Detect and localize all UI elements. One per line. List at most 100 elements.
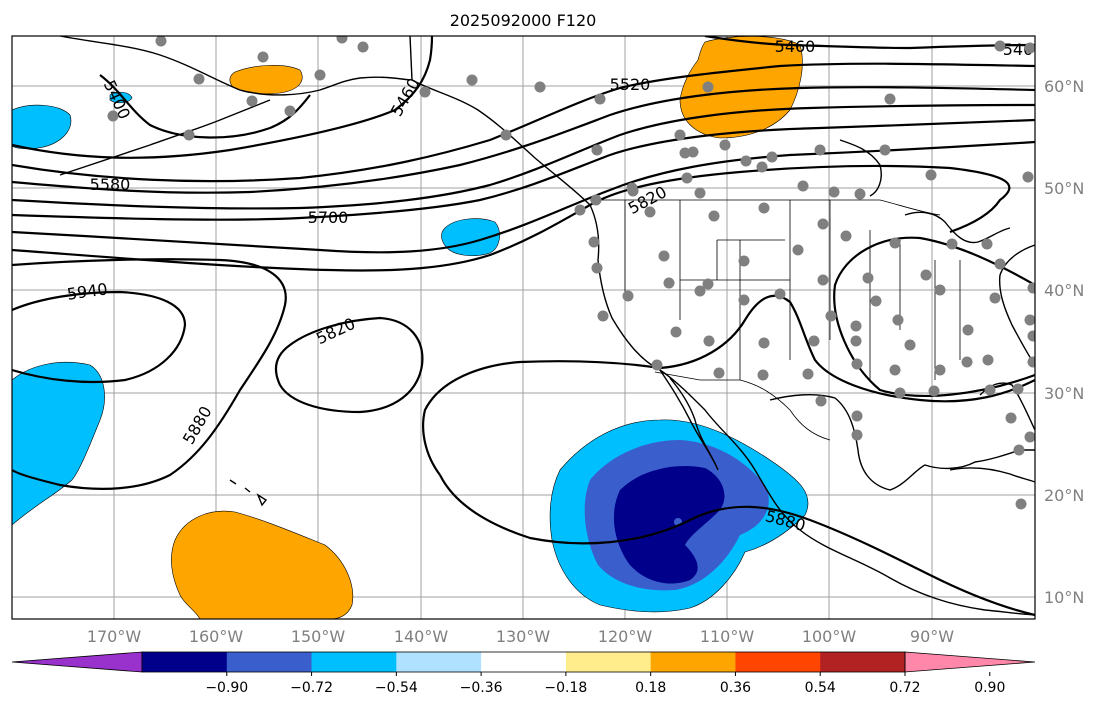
station-marker (702, 81, 714, 93)
coast-gulf-mexico (769, 394, 1035, 491)
station-marker (758, 202, 770, 214)
station-marker (757, 369, 769, 381)
fill-negative-strong-epac (613, 466, 725, 584)
station-marker (962, 324, 974, 336)
contour-5700 (12, 118, 1035, 221)
station-marker (466, 74, 478, 86)
station-marker (155, 36, 167, 47)
lon-label: 100°W (802, 627, 857, 646)
station-marker (766, 151, 778, 163)
station-marker (1027, 282, 1035, 294)
station-marker (314, 69, 326, 81)
lon-label: 120°W (598, 627, 653, 646)
coast-east-us (998, 244, 1035, 366)
station-marker (663, 277, 675, 289)
station-marker (651, 359, 663, 371)
lat-label: 30°N (1044, 384, 1084, 403)
lat-label: 60°N (1044, 77, 1084, 96)
station-marker (708, 210, 720, 222)
contour-label: 5460 (775, 37, 816, 56)
station-marker (862, 272, 874, 284)
station-marker (679, 147, 691, 159)
colorbar-tick-label: 0.18 (635, 680, 666, 696)
station-marker (854, 188, 866, 200)
station-marker (590, 194, 602, 206)
lon-label: 170°W (87, 627, 142, 646)
colorbar-tick-label: −0.36 (460, 680, 503, 696)
colorbar-segment (481, 652, 567, 672)
station-marker (107, 110, 119, 122)
figure-title: 2025092000 F120 (450, 11, 597, 30)
station-marker (246, 95, 258, 107)
station-marker (892, 314, 904, 326)
station-marker (961, 356, 973, 368)
lon-label: 150°W (291, 627, 346, 646)
station-marker (1024, 314, 1035, 326)
station-marker (588, 236, 600, 248)
colorbar-extension-max (904, 651, 1036, 673)
coastlines (59, 36, 1035, 616)
station-marker (889, 364, 901, 376)
station-marker (808, 335, 820, 347)
station-marker (193, 73, 205, 85)
station-marker (594, 93, 606, 105)
colorbar-tick-label: 0.36 (720, 680, 751, 696)
station-marker (694, 187, 706, 199)
station-marker (670, 326, 682, 338)
station-marker (674, 129, 686, 141)
lon-label: 90°W (910, 627, 954, 646)
lat-label: 10°N (1044, 588, 1084, 607)
station-marker (928, 385, 940, 397)
station-marker (419, 86, 431, 98)
station-marker (802, 368, 814, 380)
station-marker (870, 295, 882, 307)
station-marker (627, 185, 639, 197)
contour-5400 (99, 74, 311, 139)
station-marker (925, 169, 937, 181)
lon-label: 140°W (394, 627, 449, 646)
colorbar-segment (565, 652, 652, 672)
contour-5760 (12, 140, 1035, 254)
station-marker (574, 204, 586, 216)
coast-hawaii (229, 479, 268, 507)
station-marker (934, 284, 946, 296)
border-us-canada (590, 199, 941, 216)
station-marker (828, 186, 840, 198)
coast-north-america-west (409, 36, 1035, 616)
station-marker (851, 410, 863, 422)
contour-5640 (12, 103, 1035, 210)
height-contours (12, 36, 1035, 617)
fill-negative-light-wpac (12, 362, 105, 526)
lat-label: 40°N (1044, 281, 1084, 300)
station-marker (1024, 42, 1035, 54)
contour-label: 5520 (610, 75, 651, 94)
fill-positive-hawaii (171, 510, 354, 619)
colorbar-tick-label: 0.72 (889, 680, 920, 696)
station-marker (946, 238, 958, 250)
political-borders (409, 36, 961, 441)
lat-label: 50°N (1044, 179, 1084, 198)
coast-alaska (59, 36, 411, 96)
anomaly-fills (12, 36, 809, 619)
border-alaska-canada (409, 36, 413, 81)
station-marker (1027, 330, 1035, 342)
station-marker (719, 139, 731, 151)
station-marker (534, 81, 546, 93)
station-marker (825, 310, 837, 322)
station-marker (994, 40, 1006, 52)
station-marker (644, 206, 656, 218)
contour-5880-east (422, 294, 1035, 476)
station-marker (702, 278, 714, 290)
contour-5940 (12, 290, 187, 384)
station-marker (687, 146, 699, 158)
station-marker (817, 218, 829, 230)
station-marker (1005, 412, 1017, 424)
station-marker (591, 262, 603, 274)
contour-5880-south (439, 474, 1035, 617)
station-marker (713, 367, 725, 379)
station-marker (694, 285, 706, 297)
colorbar-tick-label: −0.90 (205, 680, 248, 696)
station-markers (107, 36, 1035, 510)
fill-negative-light-nw (12, 104, 72, 150)
border-states (624, 200, 961, 380)
